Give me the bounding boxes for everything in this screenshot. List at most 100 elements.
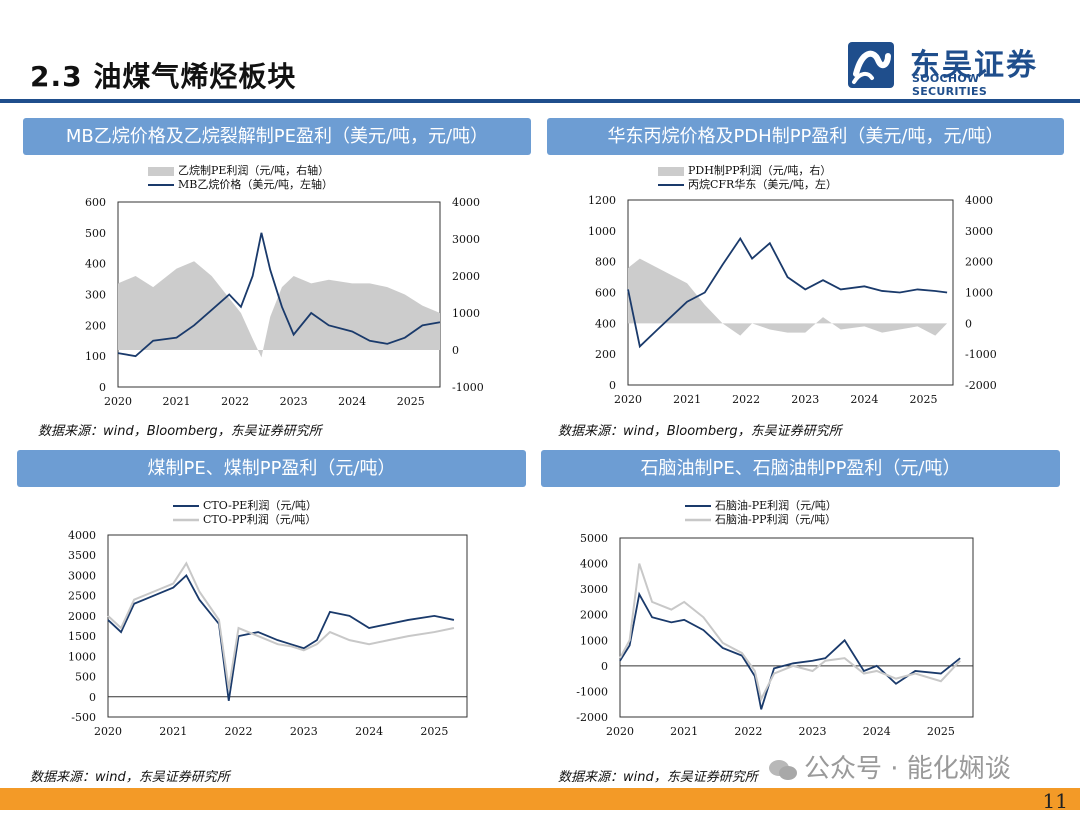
y-tick-left: 500	[75, 671, 96, 684]
y-tick-left: 600	[595, 287, 616, 300]
y-tick-left: 2500	[68, 590, 96, 603]
chart-propane-pdh: 12001000800600400200040003000200010000-1…	[588, 163, 997, 406]
chart-cto-pe-pp: 4000 3500 3000 2500 2000 1500 1000 500 0 -5002020…	[68, 498, 468, 738]
y-tick-left: 800	[595, 256, 616, 269]
y-tick-left: 300	[85, 289, 106, 302]
panel-1-header: MB乙烷价格及乙烷裂解制PE盈利（美元/吨，元/吨）	[23, 118, 531, 155]
y-tick-right: 2000	[965, 256, 993, 269]
x-tick: 2024	[850, 393, 878, 406]
series-line-1	[619, 563, 961, 703]
y-tick-left: 500	[85, 227, 106, 240]
plot-frame	[107, 534, 468, 718]
x-tick: 2025	[397, 395, 425, 408]
footer-bar	[0, 788, 1080, 810]
company-logo: 东吴证券 SOOCHOW SECURITIES	[848, 40, 1058, 98]
y-tick-right: 3000	[452, 233, 480, 246]
y-tick-left: 1200	[588, 194, 616, 207]
x-tick: 2021	[163, 395, 191, 408]
legend-label: PDH制PP利润（元/吨，右）	[688, 163, 831, 177]
series-area-1	[628, 258, 948, 336]
x-tick: 2023	[290, 725, 318, 738]
legend-label: CTO-PP利润（元/吨）	[203, 512, 316, 526]
x-tick: 2023	[280, 395, 308, 408]
x-tick: 2020	[614, 393, 642, 406]
page-number: 11	[1042, 789, 1068, 813]
legend-label: CTO-PE利润（元/吨）	[203, 498, 317, 512]
x-tick: 2021	[159, 725, 187, 738]
title-divider	[0, 99, 1080, 103]
x-tick: 2023	[799, 725, 827, 738]
legend-label: 石脑油-PP利润（元/吨）	[715, 512, 836, 526]
x-tick: 2022	[221, 395, 249, 408]
x-tick: 2022	[225, 725, 253, 738]
x-tick: 2024	[355, 725, 383, 738]
y-tick-left: 1500	[68, 630, 96, 643]
y-tick-right: 1000	[965, 287, 993, 300]
y-tick-left: 2000	[580, 609, 608, 622]
y-tick-left: 4000	[580, 558, 608, 571]
y-tick-left: 400	[595, 317, 616, 330]
plot-frame	[619, 537, 974, 718]
legend-label: 乙烷制PE利润（元/吨，右轴）	[178, 163, 329, 177]
legend-label: 石脑油-PE利润（元/吨）	[715, 498, 837, 512]
panel-3-header: 煤制PE、煤制PP盈利（元/吨）	[17, 450, 526, 487]
y-tick-right: 4000	[965, 194, 993, 207]
series-area-1	[118, 261, 440, 358]
y-tick-right: 0	[452, 344, 459, 357]
y-tick-left: 0	[609, 379, 616, 392]
y-tick-left: -1000	[576, 685, 608, 698]
x-tick: 2021	[673, 393, 701, 406]
legend-swatch	[148, 167, 174, 176]
series-line-1	[107, 561, 455, 689]
y-tick-left: 1000	[68, 650, 96, 663]
y-tick-right: 1000	[452, 307, 480, 320]
y-tick-right: -1000	[452, 381, 484, 394]
y-tick-left: 3500	[68, 549, 96, 562]
y-tick-left: -500	[71, 711, 96, 724]
panel-4-header: 石脑油制PE、石脑油制PP盈利（元/吨）	[541, 450, 1060, 487]
x-tick: 2025	[420, 725, 448, 738]
series-line-0	[619, 591, 961, 710]
y-tick-left: 400	[85, 258, 106, 271]
wechat-icon	[769, 759, 797, 780]
y-tick-right: -2000	[965, 379, 997, 392]
y-tick-left: 0	[89, 691, 96, 704]
y-tick-left: 0	[99, 381, 106, 394]
logo-mark-icon	[848, 42, 894, 88]
legend-label: MB乙烷价格（美元/吨，左轴）	[178, 177, 333, 191]
panel-2-header: 华东丙烷价格及PDH制PP盈利（美元/吨，元/吨）	[547, 118, 1064, 155]
y-tick-left: -2000	[576, 711, 608, 724]
y-tick-left: 5000	[580, 532, 608, 545]
y-tick-right: 2000	[452, 270, 480, 283]
y-tick-left: 100	[85, 350, 106, 363]
y-tick-left: 200	[595, 348, 616, 361]
y-tick-left: 2000	[68, 610, 96, 623]
panel-4-source: 数据来源：wind，东吴证券研究所	[558, 770, 758, 785]
x-tick: 2022	[732, 393, 760, 406]
watermark: 公众号 · 能化娴谈	[768, 748, 1011, 785]
x-tick: 2020	[94, 725, 122, 738]
x-tick: 2025	[927, 725, 955, 738]
logo-cn-text: 东吴证券	[910, 48, 1038, 83]
series-line-0	[107, 573, 455, 701]
x-tick: 2020	[606, 725, 634, 738]
y-tick-left: 600	[85, 196, 106, 209]
legend-swatch	[658, 167, 684, 176]
series-line-0	[627, 236, 948, 349]
y-tick-left: 1000	[580, 634, 608, 647]
watermark-text: 公众号 · 能化娴谈	[804, 754, 1011, 784]
legend-label: 丙烷CFR华东（美元/吨，左）	[688, 177, 837, 191]
chart-ethane-pe: 600500400300200100040003000200010000-100…	[85, 163, 484, 408]
y-tick-right: 0	[965, 317, 972, 330]
panel-2-source: 数据来源：wind，Bloomberg，东吴证券研究所	[558, 424, 842, 439]
logo-en-text: SOOCHOW SECURITIES	[912, 72, 988, 98]
y-tick-left: 1000	[588, 225, 616, 238]
y-tick-left: 3000	[580, 583, 608, 596]
x-tick: 2020	[104, 395, 132, 408]
y-tick-right: 4000	[452, 196, 480, 209]
y-tick-left: 0	[601, 660, 608, 673]
y-tick-left: 200	[85, 319, 106, 332]
series-line-0	[117, 232, 441, 358]
page-title: 2.3 油煤气烯烃板块	[30, 60, 297, 93]
